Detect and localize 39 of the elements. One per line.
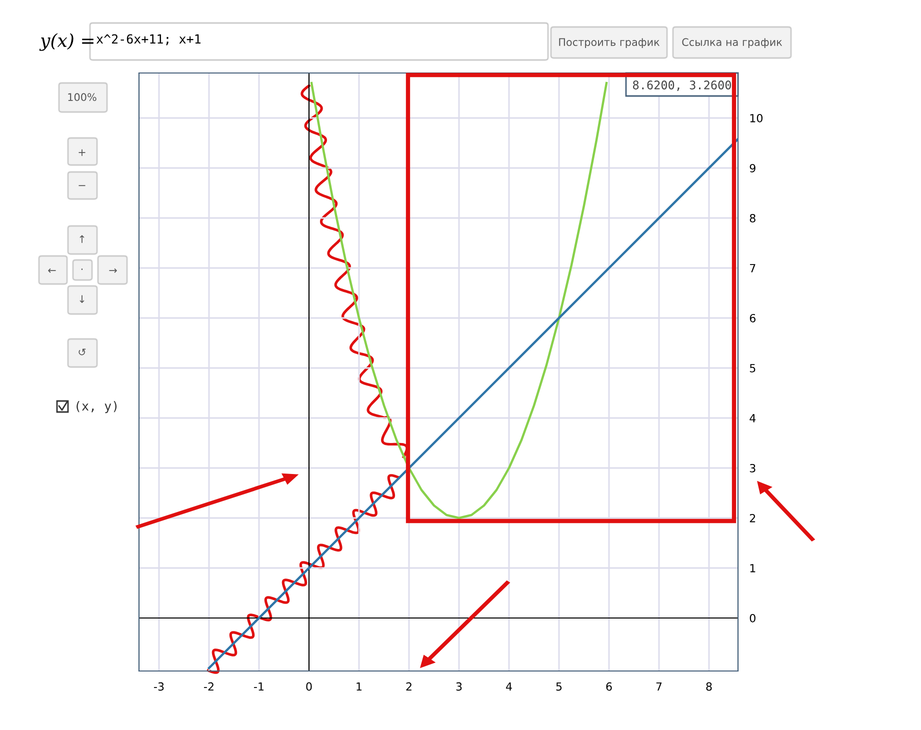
x-tick-label: 0 [306, 682, 312, 691]
x-tick-label: 8 [706, 682, 712, 691]
y-tick-label: 0 [750, 614, 756, 622]
annotation: 8.6200, 3.2600 [633, 80, 731, 91]
x-tick-label: 2 [406, 682, 412, 691]
y-tick-label: 2 [750, 514, 756, 522]
y-tick-label: 3 [750, 464, 756, 472]
y-tick-label: 5 [750, 364, 756, 372]
y-tick-label: 10 [750, 114, 763, 122]
y-tick-label: 4 [750, 414, 756, 422]
x-tick-label: 3 [456, 682, 462, 691]
y-tick-label: 7 [750, 264, 756, 272]
text: · [81, 268, 83, 270]
x-tick-label: -1 [254, 682, 264, 691]
y-tick-label: 1 [750, 564, 756, 572]
x-tick-label: 1 [356, 682, 362, 691]
y-tick-label: 9 [750, 164, 756, 172]
text: Построить график [559, 38, 660, 48]
text: Ссылка на график [682, 38, 782, 48]
x-tick-label: 6 [606, 682, 612, 691]
text: x^2-6x+11; x+1 [96, 34, 201, 46]
text: 100% [68, 93, 96, 102]
x-tick-label: 7 [656, 682, 662, 691]
text: (x, y) [76, 401, 117, 414]
x-tick-label: 5 [556, 682, 562, 691]
text: y(x) = [39, 33, 94, 51]
text: ↑ [80, 235, 84, 243]
x-tick-label: -3 [154, 682, 164, 691]
x-tick-label: 4 [506, 682, 512, 691]
y-tick-label: 8 [750, 214, 756, 222]
line-series [310, 82, 608, 520]
text: + [78, 149, 86, 156]
x-tick-label: -2 [204, 682, 214, 691]
text: ↺ [78, 348, 86, 356]
text: − [78, 185, 86, 186]
text: ↓ [80, 295, 84, 303]
text: ← [48, 268, 56, 273]
text: → [109, 268, 117, 273]
y-tick-label: 6 [750, 314, 756, 322]
